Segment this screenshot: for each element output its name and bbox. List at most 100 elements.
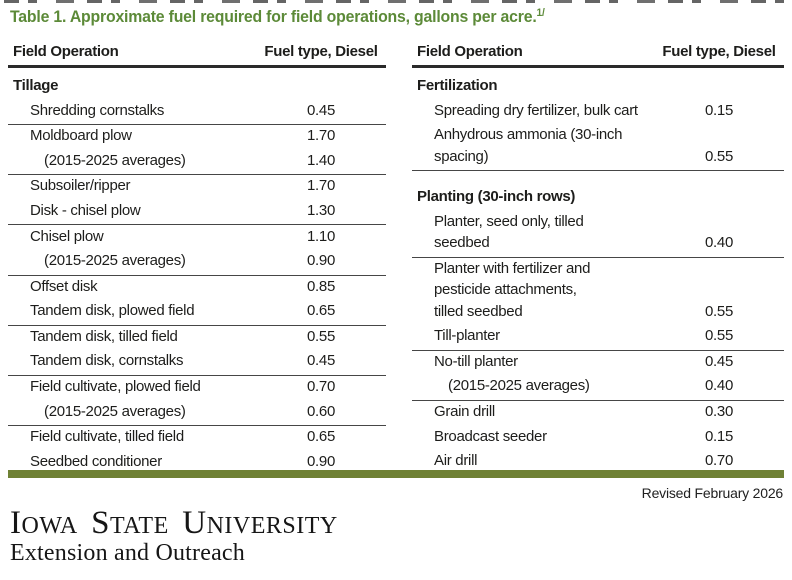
operation-label: Offset disk [30,277,98,295]
table-row: Offset disk 0.85 [8,276,386,301]
fuel-value: 1.10 [307,227,335,245]
operation-label: Tandem disk, tilled field [30,327,178,345]
table-row: (2015-2025 averages) 0.90 [8,250,386,276]
operation-label: Planter, seed only, tilled seedbed [434,212,584,252]
section-row-tillage: Tillage [8,68,386,100]
operation-label: Tandem disk, cornstalks [30,352,184,370]
table-row: (2015-2025 averages) 1.40 [8,150,386,176]
operation-label: Broadcast seeder [434,427,547,445]
fuel-value: 0.45 [307,352,335,370]
section-label: Fertilization [417,77,498,94]
section-label: Planting (30-inch rows) [417,188,576,206]
cropped-text-edge [4,0,788,3]
table-row: Till-planter 0.55 [412,325,784,351]
operation-sublabel: (2015-2025 averages) [44,402,186,420]
fuel-value: 0.45 [307,101,335,119]
fuel-value: 0.65 [307,428,335,446]
table-row: (2015-2025 averages) 0.60 [8,401,386,427]
operation-label: Moldboard plow [30,127,132,145]
operation-label: Disk - chisel plow [30,201,141,219]
fuel-value: 0.70 [705,452,733,470]
table-row: Moldboard plow 1.70 [8,125,386,150]
fuel-value: 1.40 [307,151,335,169]
operation-label: Field cultivate, tilled field [30,428,184,446]
table-title: Table 1. Approximate fuel required for f… [10,7,545,27]
column-header-operation: Field Operation [13,43,119,60]
fuel-value: 0.55 [307,327,335,345]
revised-date-note: Revised February 2026 [641,485,784,501]
iowa-state-university-logo: IOWA STATE UNIVERSITY Extension and Outr… [10,505,345,567]
table-row: Shredding cornstalks 0.45 [8,100,386,125]
operation-label: Chisel plow [30,227,104,245]
fuel-value: 0.60 [307,402,335,420]
operation-label: Subsoiler/ripper [30,177,131,195]
section-row-fertilization: Fertilization [412,68,784,100]
section-label: Tillage [13,77,59,94]
logo-word-university: UNIVERSITY [182,505,338,541]
fuel-value: 0.55 [705,302,733,320]
fuel-value: 0.90 [307,252,335,270]
operation-label: Till-planter [434,327,500,345]
logo-tagline: Extension and Outreach [10,540,245,566]
operation-sublabel: (2015-2025 averages) [448,377,590,395]
table-row: Broadcast seeder 0.15 [412,426,784,451]
fuel-value: 0.30 [705,403,733,421]
table-row: Tandem disk, cornstalks 0.45 [8,350,386,376]
fuel-value: 1.30 [307,201,335,219]
operation-label: Tandem disk, plowed field [30,302,195,320]
operation-sublabel: (2015-2025 averages) [44,252,186,270]
table-row: Field cultivate, plowed field 0.70 [8,376,386,401]
fuel-table-left: Field Operation Fuel type, Diesel Tillag… [8,36,386,477]
fuel-value: 1.70 [307,127,335,145]
operation-label: Planter with fertilizer and pesticide at… [434,259,591,320]
green-divider-bar [8,470,784,478]
table-row: Planter, seed only, tilled seedbed 0.40 [412,211,784,258]
operation-label: Air drill [434,452,478,470]
fuel-value: 0.55 [705,327,733,345]
table-row: Subsoiler/ripper 1.70 [8,175,386,200]
operation-label: Anhydrous ammonia (30-inch spacing) [434,126,623,165]
logo-word-state: STATE [91,505,169,541]
table-row: Spreading dry fertilizer, bulk cart 0.15 [412,100,784,125]
table-header-row: Field Operation Fuel type, Diesel [8,36,386,68]
operation-label: Shredding cornstalks [30,101,165,119]
fuel-value: 0.45 [705,352,733,370]
footnote-marker: 1/ [536,7,545,19]
operation-sublabel: (2015-2025 averages) [44,151,186,169]
section-row-planting: Planting (30-inch rows) [412,171,784,211]
operation-label: Field cultivate, plowed field [30,378,201,396]
table-header-row: Field Operation Fuel type, Diesel [412,36,784,68]
operation-label: Spreading dry fertilizer, bulk cart [434,101,638,119]
fuel-value: 0.15 [705,427,733,445]
fuel-value: 0.65 [307,302,335,320]
table-row: Tandem disk, tilled field 0.55 [8,326,386,351]
table-row: Field cultivate, tilled field 0.65 [8,426,386,451]
table-row: No-till planter 0.45 [412,351,784,376]
column-header-fuel: Fuel type, Diesel [264,43,378,60]
table-title-text: Table 1. Approximate fuel required for f… [10,7,537,26]
table-row: Grain drill 0.30 [412,401,784,426]
column-header-fuel: Fuel type, Diesel [662,43,776,60]
fuel-value: 0.90 [307,452,335,470]
table-row: Tandem disk, plowed field 0.65 [8,300,386,326]
fuel-value: 0.55 [705,147,733,165]
operation-label: Grain drill [434,403,495,421]
table-row: (2015-2025 averages) 0.40 [412,375,784,401]
table-row: Disk - chisel plow 1.30 [8,200,386,226]
fuel-value: 0.40 [705,234,733,252]
logo-word-iowa: IOWA [10,505,78,541]
table-row: Planter with fertilizer and pesticide at… [412,258,784,326]
operation-label: No-till planter [434,352,518,370]
table-row: Anhydrous ammonia (30-inch spacing) 0.55 [412,124,784,172]
table-row: Chisel plow 1.10 [8,225,386,250]
fuel-value: 0.15 [705,101,733,119]
fuel-value: 0.70 [307,378,335,396]
fuel-value: 0.85 [307,277,335,295]
logo-wordmark: IOWA STATE UNIVERSITY [10,505,345,542]
fuel-value: 0.40 [705,377,733,395]
fuel-table-right: Field Operation Fuel type, Diesel Fertil… [412,36,784,476]
operation-label: Seedbed conditioner [30,452,162,470]
column-header-operation: Field Operation [417,43,523,60]
fuel-value: 1.70 [307,177,335,195]
